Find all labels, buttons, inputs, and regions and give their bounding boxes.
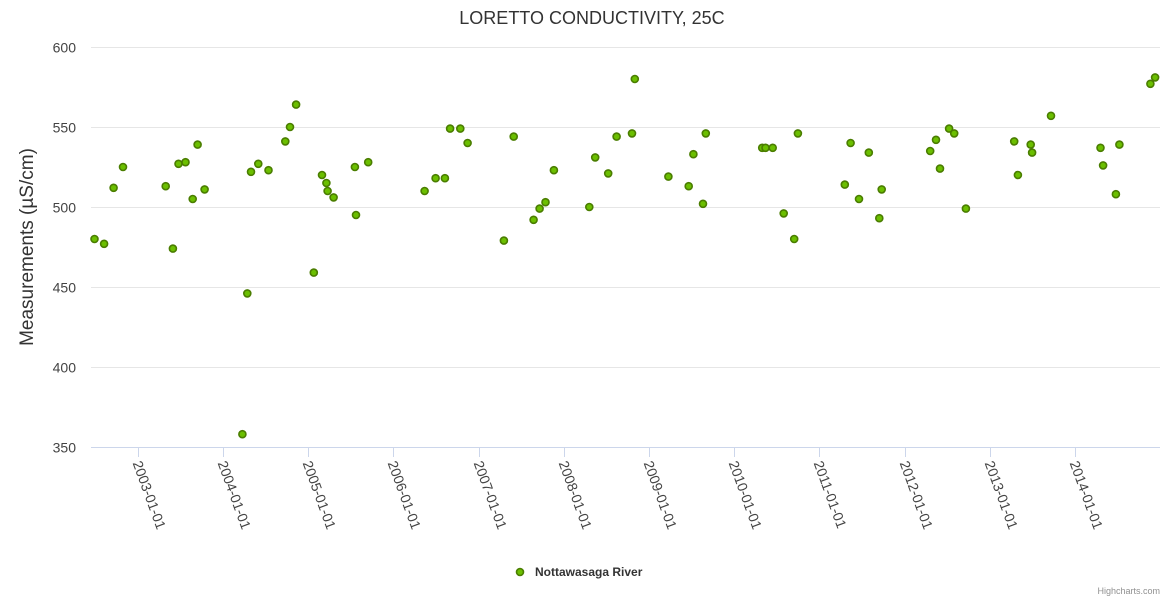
data-point[interactable] [549,165,559,175]
data-point[interactable] [1046,111,1056,121]
data-point[interactable] [90,234,99,244]
data-point[interactable] [1027,148,1037,157]
legend-marker[interactable] [515,567,525,577]
data-point[interactable] [793,129,803,138]
data-point[interactable] [701,129,711,138]
data-point[interactable] [789,234,799,244]
y-tick-label: 400 [53,360,77,376]
y-tick-label: 550 [53,120,77,136]
data-point[interactable] [854,194,864,204]
data-point[interactable] [350,162,360,172]
data-point[interactable] [264,165,273,175]
data-point[interactable] [627,129,637,138]
data-point[interactable] [431,173,440,183]
data-point[interactable] [174,159,183,169]
data-point[interactable] [846,138,855,148]
data-point[interactable] [779,209,789,218]
data-point[interactable] [877,185,887,194]
data-point[interactable] [541,197,550,207]
data-point[interactable] [630,74,640,84]
y-tick-label: 350 [53,440,77,456]
data-point[interactable] [684,181,694,191]
data-point[interactable] [1098,161,1108,170]
data-point[interactable] [246,167,256,177]
data-point[interactable] [1150,73,1160,82]
data-point[interactable] [1026,140,1035,149]
data-point[interactable] [664,172,673,181]
data-point[interactable] [253,159,263,169]
data-point[interactable] [509,132,519,141]
data-point[interactable] [535,204,544,213]
data-point[interactable] [420,186,429,196]
data-point[interactable] [768,143,778,153]
data-point[interactable] [698,199,708,209]
data-point[interactable] [193,140,202,149]
data-point[interactable] [944,124,954,133]
data-point[interactable] [1013,170,1023,180]
data-point[interactable] [925,146,935,156]
data-point[interactable] [455,124,465,133]
data-point[interactable] [463,138,472,148]
data-point[interactable] [1009,137,1019,146]
data-point[interactable] [935,164,945,173]
data-point[interactable] [445,124,455,133]
credits-link[interactable]: Highcharts.com [1097,586,1160,596]
chart-title: LORETTO CONDUCTIVITY, 25C [459,8,724,28]
legend-label[interactable]: Nottawasaga River [535,565,643,579]
data-point[interactable] [243,289,252,298]
data-point[interactable] [584,202,594,212]
data-point[interactable] [161,181,170,191]
data-point[interactable] [168,244,178,253]
data-point[interactable] [864,148,874,157]
data-point[interactable] [329,193,338,202]
data-point[interactable] [188,194,197,204]
data-point[interactable] [612,132,621,141]
data-point[interactable] [109,183,118,193]
data-point[interactable] [363,157,373,167]
data-point[interactable] [590,153,600,162]
data-point[interactable] [323,186,332,196]
data-point[interactable] [99,239,109,249]
y-tick-label: 600 [53,40,77,56]
data-point[interactable] [499,236,509,245]
data-point[interactable] [840,180,850,189]
data-point[interactable] [291,100,301,109]
data-point[interactable] [874,213,884,223]
data-point[interactable] [1115,140,1124,149]
data-point[interactable] [181,157,190,167]
y-tick-label: 450 [53,280,77,296]
legend[interactable]: Nottawasaga River [515,565,643,579]
data-point[interactable] [317,170,327,180]
data-point[interactable] [603,169,613,178]
data-point[interactable] [118,162,128,172]
scatter-series[interactable] [90,73,1160,439]
y-tick-label: 500 [53,200,77,216]
y-axis-label: Measurements (µS/cm) [17,148,38,346]
data-point[interactable] [309,268,319,277]
data-point[interactable] [1111,189,1121,199]
data-point[interactable] [961,204,971,213]
data-point[interactable] [1146,79,1155,89]
data-point[interactable] [1096,143,1105,153]
y-axis-ticks: 350 400 450 500 550 600 [53,40,77,456]
data-point[interactable] [200,185,209,194]
data-point[interactable] [351,210,361,220]
data-point[interactable] [285,122,295,132]
data-point[interactable] [949,129,959,138]
data-point[interactable] [529,215,538,225]
data-point[interactable] [761,143,770,153]
data-point[interactable] [238,429,247,439]
data-point[interactable] [280,137,290,146]
data-point[interactable] [931,135,941,145]
data-point[interactable] [440,173,450,183]
data-point[interactable] [322,178,331,188]
data-point[interactable] [689,149,698,159]
